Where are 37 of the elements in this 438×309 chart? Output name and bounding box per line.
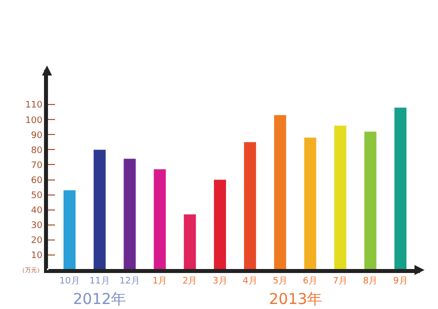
y-tick-label: 20 <box>30 236 43 246</box>
bar <box>394 108 406 270</box>
x-tick-label: 10月 <box>59 276 80 287</box>
y-tick-label: 30 <box>30 221 43 232</box>
bar <box>214 180 226 270</box>
bar <box>94 150 106 270</box>
bar <box>364 132 376 270</box>
x-tick-label: 5月 <box>272 276 288 287</box>
x-tick-label: 3月 <box>212 276 228 287</box>
text: 2012年 <box>73 290 126 308</box>
x-tick-label: 8月 <box>363 276 378 287</box>
y-tick-label: 80 <box>30 146 43 156</box>
x-tick-label: 2月 <box>182 276 198 287</box>
x-tick-label: 7月 <box>332 276 348 287</box>
bar <box>304 138 316 270</box>
text: 2013年 <box>269 290 322 308</box>
x-tick-label: 4月 <box>242 276 258 287</box>
y-tick-label: 110 <box>25 100 43 111</box>
x-tick-label: 6月 <box>302 276 318 287</box>
y-tick-label: 50 <box>30 190 43 201</box>
y-tick-label: 70 <box>30 160 43 171</box>
bar <box>124 158 136 270</box>
bar <box>154 169 166 270</box>
x-tick-label: 9月 <box>393 276 408 287</box>
y-tick-label: 10 <box>30 251 43 262</box>
y-tick-label: 40 <box>30 206 43 216</box>
bar <box>244 142 256 270</box>
bar <box>334 126 346 270</box>
x-tick-label: 1月 <box>152 276 168 287</box>
y-tick-label: 100 <box>25 116 43 126</box>
y-tick-label: 90 <box>30 130 43 141</box>
bar <box>274 115 286 270</box>
x-tick-label: 11月 <box>89 276 110 287</box>
bar <box>184 214 196 270</box>
y-tick-label: 60 <box>30 176 43 186</box>
x-tick-label: 12月 <box>119 276 140 287</box>
bar <box>64 190 76 270</box>
